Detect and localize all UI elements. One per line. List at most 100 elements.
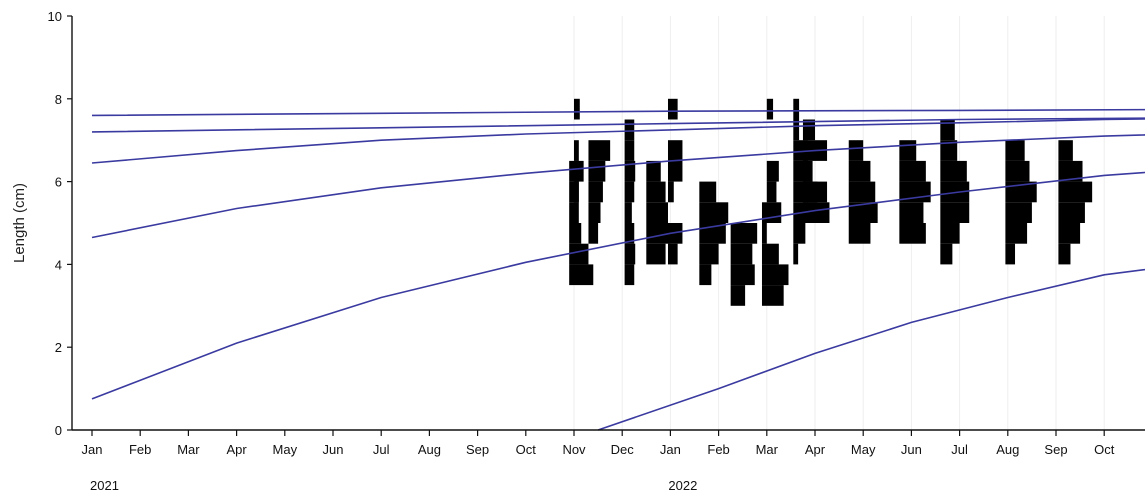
growth-curve-line: [597, 268, 1145, 431]
length-frequency-histogram: [899, 140, 931, 244]
x-tick-label: Feb: [129, 442, 151, 457]
length-frequency-histogram: [848, 140, 878, 244]
histogram-bar: [646, 181, 666, 203]
histogram-bar: [940, 160, 967, 182]
histogram-bar: [1005, 160, 1030, 182]
histogram-bar: [588, 140, 611, 161]
length-frequency-histogram: [730, 223, 758, 306]
x-tick-label: Jul: [951, 442, 968, 457]
histogram-bar: [1058, 202, 1085, 223]
histogram-bar: [1005, 243, 1016, 265]
x-tick-label: Oct: [1094, 442, 1115, 457]
x-tick-label: May: [851, 442, 876, 457]
histogram-bar: [761, 285, 784, 306]
histogram-bar: [761, 264, 789, 286]
tick-label-layer: 0 2 4 6 8 10 Jan Feb Mar Apr May Jun Jul Aug Sep Oct Nov…: [48, 9, 1115, 493]
histogram-bar: [730, 243, 753, 265]
year-label: 2022: [668, 478, 697, 493]
histogram-bar: [1005, 202, 1032, 223]
histogram-bar: [1005, 181, 1037, 203]
histogram-bar: [802, 202, 830, 223]
histogram-bar: [667, 98, 678, 120]
x-tick-label: Nov: [562, 442, 586, 457]
histogram-bar: [766, 98, 774, 120]
histogram-bar: [588, 181, 603, 203]
histogram-bar: [761, 223, 767, 244]
length-frequency-histogram: [1005, 140, 1037, 265]
y-tick-label: 2: [55, 340, 62, 355]
x-tick-label: Aug: [418, 442, 441, 457]
histogram-bar: [569, 223, 582, 244]
histogram-bar: [766, 160, 779, 182]
growth-curve-line: [91, 134, 1145, 239]
histogram-bar: [569, 264, 594, 286]
histogram-bar: [588, 202, 601, 223]
histogram-bar: [699, 202, 729, 223]
length-frequency-histogram: [699, 181, 729, 286]
histogram-bar: [624, 140, 635, 161]
x-tick-label: Aug: [996, 442, 1019, 457]
histogram-bar: [940, 119, 955, 141]
histogram-bar: [699, 243, 719, 265]
histogram-bar: [940, 223, 960, 244]
y-tick-label: 10: [48, 9, 62, 24]
x-tick-label: Jun: [901, 442, 922, 457]
histogram-bar: [940, 202, 970, 223]
x-tick-label: Mar: [177, 442, 200, 457]
histogram-layer: [569, 98, 1093, 306]
x-tick-label: Jun: [323, 442, 344, 457]
y-tick-label: 6: [55, 175, 62, 190]
histogram-bar: [574, 98, 580, 120]
histogram-bar: [588, 223, 599, 244]
histogram-bar: [940, 243, 953, 265]
histogram-bar: [569, 202, 579, 223]
histogram-bar: [730, 223, 758, 244]
histogram-bar: [667, 140, 683, 161]
histogram-bar: [848, 223, 871, 244]
x-tick-label: Feb: [707, 442, 729, 457]
histogram-bar: [793, 119, 800, 141]
growth-curve-line: [91, 117, 1145, 133]
x-tick-label: Sep: [466, 442, 489, 457]
histogram-bar: [802, 181, 828, 203]
growth-curve-line: [91, 108, 1145, 117]
x-tick-label: Jan: [660, 442, 681, 457]
histogram-bar: [899, 202, 924, 223]
year-label: 2021: [90, 478, 119, 493]
histogram-bar: [624, 223, 635, 244]
y-axis-title: Length (cm): [11, 183, 28, 263]
length-frequency-histogram: [802, 119, 830, 223]
histogram-bar: [730, 285, 746, 306]
histogram-bar: [848, 181, 876, 203]
histogram-bar: [940, 140, 958, 161]
x-tick-label: Apr: [226, 442, 247, 457]
histogram-bar: [1058, 181, 1093, 203]
histogram-bar: [761, 243, 779, 265]
growth-curve-layer: [91, 108, 1145, 431]
histogram-bar: [646, 160, 661, 182]
histogram-bar: [1005, 140, 1025, 161]
histogram-bar: [766, 181, 777, 203]
x-tick-label: Sep: [1044, 442, 1067, 457]
histogram-bar: [1058, 223, 1081, 244]
histogram-bar: [1058, 243, 1071, 265]
histogram-bar: [802, 119, 815, 141]
histogram-bar: [848, 160, 871, 182]
histogram-bar: [588, 160, 606, 182]
histogram-bar: [848, 140, 864, 161]
histogram-bar: [646, 202, 668, 223]
axes-layer: [67, 15, 1145, 436]
histogram-bar: [624, 202, 632, 223]
histogram-bar: [802, 160, 813, 182]
histogram-bar: [761, 202, 782, 223]
histogram-bar: [667, 160, 683, 182]
histogram-bar: [1058, 140, 1073, 161]
histogram-bar: [574, 181, 579, 203]
histogram-bar: [574, 140, 579, 161]
length-frequency-histogram: [624, 119, 636, 286]
histogram-bar: [899, 140, 917, 161]
length-frequency-histogram: [588, 140, 611, 244]
histogram-bar: [624, 264, 635, 286]
x-tick-label: Jan: [82, 442, 103, 457]
histogram-bar: [624, 119, 635, 141]
